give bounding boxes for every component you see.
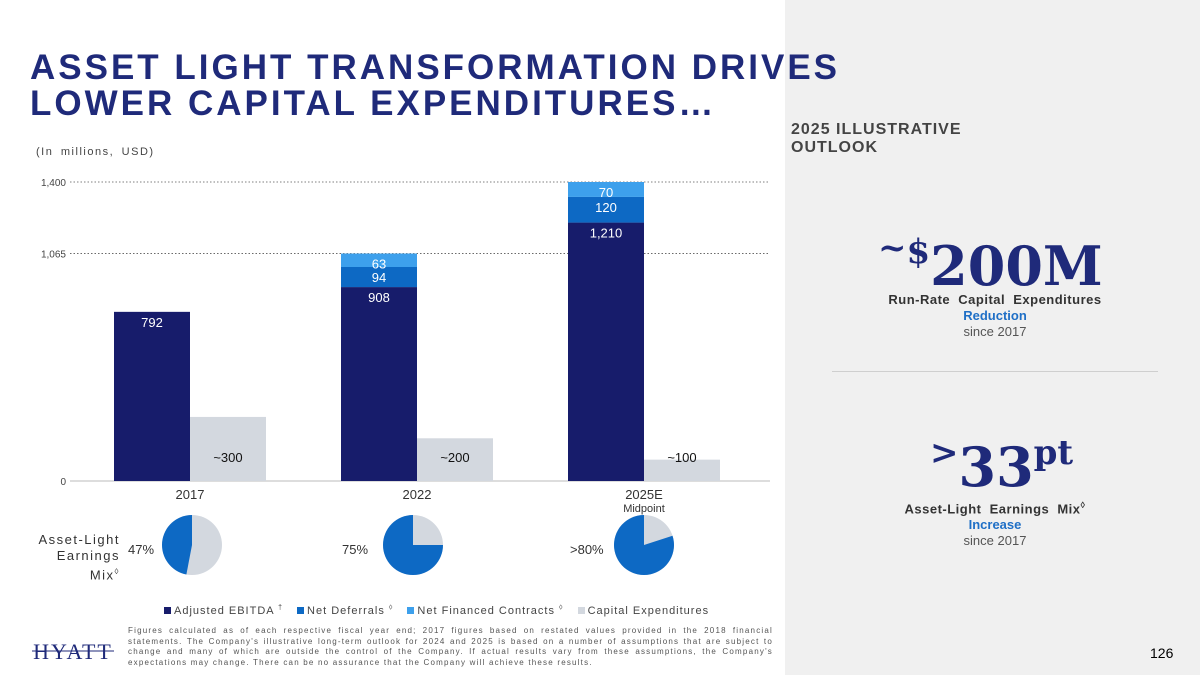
outlook-panel — [785, 0, 1200, 675]
title-line-1: ASSET LIGHT TRANSFORMATION DRIVES — [30, 48, 841, 87]
legend-swatch-ebitda — [164, 606, 171, 614]
legend-item-financed: Net Financed Contracts ◊ — [407, 604, 564, 617]
legend-mark-financed: ◊ — [559, 604, 564, 611]
footnote: Figures calculated as of each respective… — [128, 626, 773, 667]
bar-label-2025-series2: 120 — [595, 200, 617, 215]
legend-mark-ebitda: † — [278, 604, 283, 611]
divider — [832, 371, 1158, 372]
metric1-prefix: ~ — [878, 228, 907, 268]
bar-2017-series1 — [114, 311, 190, 481]
bar-label-2025-series3: 70 — [599, 185, 613, 200]
bar-2022-series3 — [341, 253, 417, 268]
legend-item-deferrals: Net Deferrals ◊ — [297, 604, 394, 617]
bar-2025-series2 — [568, 196, 644, 223]
bar-label-2017-series1: 792 — [141, 315, 163, 330]
asset-light-label-line1: Asset-Light — [38, 532, 120, 547]
legend-mark-deferrals: ◊ — [388, 604, 394, 611]
metric1-currency: $ — [906, 232, 931, 272]
bar-label-2022-capex: ~200 — [440, 450, 469, 465]
metric2-prefix: > — [930, 433, 959, 473]
legend-label-financed: Net Financed Contracts — [417, 604, 555, 617]
bar-2017-capex — [190, 416, 266, 481]
legend-swatch-capex — [577, 606, 585, 614]
metric2-accent: Increase — [968, 517, 1022, 533]
units-label: (In millions, USD) — [36, 146, 155, 158]
legend-swatch-deferrals — [297, 606, 305, 614]
legend-label-capex: Capital Expenditures — [587, 604, 710, 617]
bar-2025-series3 — [568, 182, 644, 197]
legend-label-ebitda: Adjusted EBITDA — [174, 604, 274, 617]
metric2-label-wrap: Asset-Light Earnings Mix◊ — [830, 497, 1160, 517]
legend-item-capex: Capital Expenditures — [577, 604, 710, 617]
bar-label-2022-series3: 63 — [372, 257, 386, 272]
pie-2017-slice — [162, 515, 192, 575]
y-tick-label: 0 — [60, 477, 66, 488]
bar-2022-series1 — [341, 287, 417, 481]
bar-label-2022-series2: 94 — [372, 270, 386, 285]
x-tick-label-2022: 2022 — [403, 487, 432, 502]
title-line-2: LOWER CAPITAL EXPENDITURES… — [30, 84, 717, 123]
pie-2022-slice — [383, 515, 443, 575]
page-title: ASSET LIGHT TRANSFORMATION DRIVES LOWER … — [30, 48, 841, 123]
bar-label-2022-series1: 908 — [368, 290, 390, 305]
bar-2022-series2 — [341, 267, 417, 288]
asset-light-label: Asset-Light Earnings Mix◊ — [25, 532, 120, 583]
metric2-caption: Asset-Light Earnings Mix◊ Increase since… — [830, 497, 1160, 549]
pie-label-2022: 75% — [342, 542, 369, 557]
logo-text: HYATT — [33, 639, 113, 664]
x-tick-note-2025: Midpoint — [623, 503, 665, 515]
asset-light-mark: ◊ — [114, 567, 120, 576]
metric1-caption: Run-Rate Capital Expenditures Reduction … — [830, 292, 1160, 340]
bar-2022-capex — [417, 438, 493, 481]
capex-reduction-metric: ~$200M — [878, 215, 1103, 299]
page-number: 126 — [1150, 645, 1174, 661]
metric2-label: Asset-Light Earnings Mix — [904, 501, 1081, 517]
chart-legend: Adjusted EBITDA † Net Deferrals ◊ Net Fi… — [164, 604, 719, 617]
metric2-unit: pt — [1033, 433, 1074, 473]
metric1-value: 200M — [930, 234, 1103, 298]
legend-swatch-financed — [407, 606, 415, 614]
pie-label-2017: 47% — [128, 542, 155, 557]
bar-label-2017-capex: ~300 — [213, 450, 242, 465]
metric2-since: since 2017 — [963, 533, 1027, 549]
legend-item-ebitda: Adjusted EBITDA † — [164, 604, 283, 617]
x-tick-label-2017: 2017 — [176, 487, 205, 502]
bar-label-2025-capex: ~100 — [667, 450, 696, 465]
pie-label-2025: >80% — [570, 542, 604, 557]
outlook-heading: 2025 ILLUSTRATIVE OUTLOOK — [791, 121, 962, 156]
metric1-accent: Reduction — [963, 308, 1027, 323]
bar-2025-series1 — [568, 222, 644, 482]
pie-2025-slice — [614, 515, 674, 575]
metric1-since: since 2017 — [963, 324, 1027, 339]
x-tick-label-2025: 2025E — [625, 487, 663, 502]
metric1-label: Run-Rate Capital Expenditures — [888, 292, 1102, 307]
bar-label-2025-series1: 1,210 — [590, 226, 623, 241]
bar-2025-capex — [644, 459, 720, 481]
legend-label-deferrals: Net Deferrals — [307, 604, 385, 617]
asset-light-label-line2: Earnings Mix — [56, 548, 120, 583]
metric2-value: 33 — [958, 435, 1034, 499]
earnings-mix-metric: >33pt — [930, 420, 1073, 500]
hyatt-logo: HYATT — [32, 639, 114, 664]
y-tick-label: 1,065 — [41, 250, 66, 261]
metric2-label-mark: ◊ — [1080, 500, 1086, 510]
y-tick-label: 1,400 — [41, 178, 66, 189]
